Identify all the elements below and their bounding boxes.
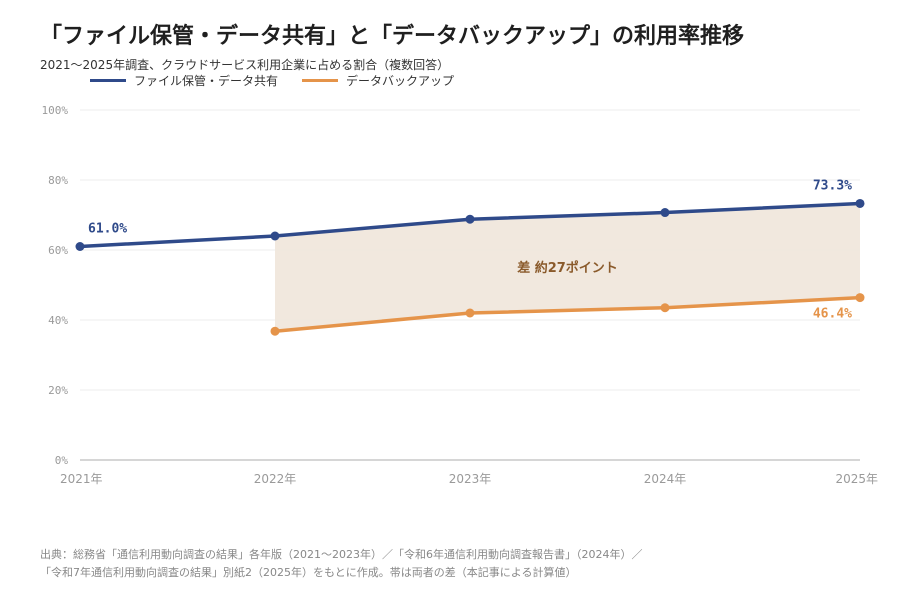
legend-label-file-sharing: ファイル保管・データ共有 bbox=[134, 74, 279, 88]
legend: ファイル保管・データ共有 データバックアップ bbox=[90, 72, 454, 89]
data-point bbox=[75, 242, 85, 251]
chart-title: 「ファイル保管・データ共有」と「データバックアップ」の利用率推移 bbox=[40, 24, 745, 49]
data-point bbox=[660, 303, 670, 313]
x-tick-label: 2025年 bbox=[835, 472, 878, 486]
data-point bbox=[465, 214, 475, 224]
data-point bbox=[465, 308, 475, 318]
data-point bbox=[855, 198, 865, 208]
y-tick-label: 20% bbox=[48, 384, 68, 397]
x-tick-label: 2023年 bbox=[449, 472, 492, 486]
series-line bbox=[273, 295, 862, 333]
data-point bbox=[855, 293, 865, 303]
source-note: 出典：総務省「通信利用動向調査の結果」各年版（2021〜2023年）／「令和6年… bbox=[40, 546, 860, 582]
x-tick-label: 2021年 bbox=[60, 472, 103, 486]
y-tick-label: 60% bbox=[48, 244, 68, 257]
data-label: 73.3% bbox=[813, 178, 852, 193]
y-tick-label: 0% bbox=[55, 454, 69, 467]
data-point bbox=[270, 231, 280, 241]
data-point bbox=[270, 326, 280, 336]
y-tick-label: 80% bbox=[48, 174, 68, 187]
legend-swatch-backup bbox=[302, 79, 339, 82]
data-label: 61.0% bbox=[88, 222, 127, 237]
x-tick-label: 2022年 bbox=[254, 472, 297, 486]
legend-item-backup: データバックアップ bbox=[302, 72, 454, 89]
y-tick-label: 100% bbox=[42, 104, 69, 117]
data-label: 46.4% bbox=[813, 307, 852, 322]
source-line: 出典：総務省「通信利用動向調査の結果」各年版（2021〜2023年）／「令和6年… bbox=[40, 548, 643, 561]
y-tick-label: 40% bbox=[48, 314, 68, 327]
legend-swatch-file-sharing bbox=[90, 79, 126, 82]
x-tick-label: 2024年 bbox=[644, 472, 687, 486]
chart-subtitle: 2021〜2025年調査、クラウドサービス利用企業に占める割合（複数回答） bbox=[40, 58, 450, 72]
legend-item-file-sharing: ファイル保管・データ共有 bbox=[90, 72, 278, 89]
data-point bbox=[660, 208, 670, 218]
source-line: 「令和7年通信利用動向調査の結果」別紙2（2025年）をもとに作成。帯は両者の差… bbox=[40, 566, 577, 579]
difference-band bbox=[275, 203, 860, 332]
difference-annotation: 差 約27ポイント bbox=[517, 260, 618, 276]
legend-label-backup: データバックアップ bbox=[346, 74, 455, 88]
